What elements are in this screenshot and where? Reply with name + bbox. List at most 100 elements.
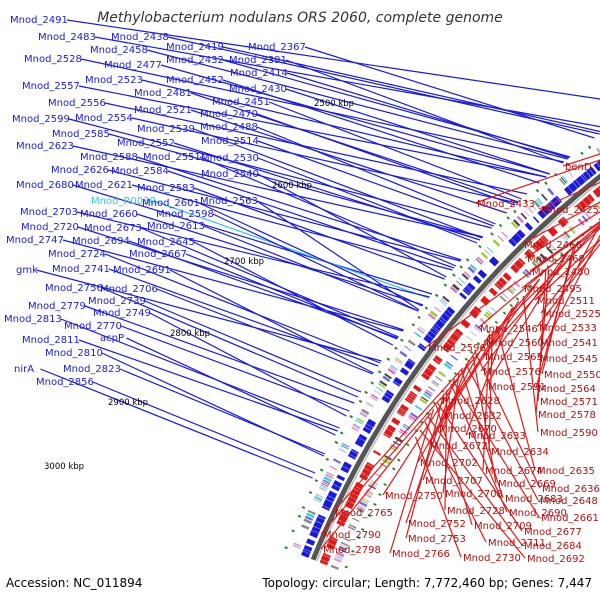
feature-mark — [450, 354, 458, 361]
minus-gene — [510, 264, 520, 274]
minus-gene — [336, 519, 346, 527]
feature-mark — [329, 465, 338, 471]
plus-gene — [322, 499, 333, 509]
minus-gene — [524, 249, 534, 260]
plus-gene — [315, 516, 325, 525]
minus-gene — [446, 338, 456, 347]
feature-mark — [376, 386, 384, 392]
feature-mark — [365, 401, 374, 408]
feature-mark — [326, 471, 335, 477]
leader-line — [120, 325, 350, 412]
gene-label: Mnod_2576 — [483, 367, 541, 378]
feature-mark — [340, 444, 349, 450]
minus-gene — [449, 337, 457, 344]
gene-label: Mnod_2750 — [385, 491, 443, 502]
plus-gene — [303, 545, 313, 552]
gene-label: nirA — [14, 364, 34, 375]
leader-line — [68, 118, 492, 229]
plus-gene — [358, 433, 368, 442]
feature-mark — [428, 313, 436, 320]
feature-mark — [524, 268, 532, 276]
leader-line — [169, 269, 374, 374]
feature-mark — [333, 557, 342, 563]
plus-gene — [477, 269, 487, 279]
rna-mark — [351, 549, 355, 553]
gene-label: Mnod_2550 — [544, 370, 600, 381]
minus-gene — [404, 398, 413, 405]
leader-line — [136, 156, 462, 261]
rna-mark — [364, 390, 368, 395]
minus-gene — [494, 283, 502, 290]
minus-gene — [342, 509, 351, 515]
minus-gene — [412, 384, 422, 393]
gene-label: Mnod_2430 — [229, 84, 287, 95]
leader-line — [257, 157, 478, 244]
plus-gene — [404, 359, 415, 370]
other-feature-tracks — [284, 145, 600, 570]
feature-mark — [473, 326, 481, 332]
rna-mark — [291, 529, 295, 533]
minus-gene — [576, 203, 584, 212]
feature-mark — [342, 537, 351, 542]
feature-mark — [292, 545, 301, 549]
minus-gene — [319, 559, 329, 566]
leader-line — [444, 389, 448, 511]
feature-mark — [321, 481, 330, 486]
leader-line — [107, 169, 461, 262]
rna-mark — [383, 483, 387, 487]
gene-label: Mnod_2677 — [524, 527, 582, 538]
rna-mark — [417, 315, 421, 320]
gene-label: Mnod_2728 — [447, 506, 505, 517]
feature-mark — [469, 330, 477, 337]
rna-mark — [349, 415, 354, 419]
leader-line — [193, 187, 445, 280]
feature-mark — [425, 389, 433, 395]
gene-label: Mnod_2680 — [16, 180, 74, 191]
gene-label: Mnod_2495 — [524, 284, 582, 295]
gene-label: Mnod_2491 — [10, 15, 68, 26]
leader-line — [320, 412, 432, 550]
feature-mark — [442, 295, 450, 303]
leader-line — [131, 117, 518, 204]
leader-line — [40, 368, 313, 479]
plus-gene — [508, 238, 517, 247]
rna-mark — [452, 273, 456, 277]
gene-label: Mnod_2583 — [137, 183, 195, 194]
genome-backbone-inner — [316, 180, 600, 562]
rna-mark — [308, 491, 313, 495]
feature-mark — [531, 261, 539, 269]
leader-line — [78, 339, 338, 432]
feature-mark — [450, 286, 458, 294]
minus-gene — [427, 363, 437, 373]
leader-line — [153, 200, 429, 299]
plus-gene — [430, 327, 439, 336]
gene-label: Mnod_2596 — [428, 343, 486, 354]
plus-gene — [433, 323, 442, 331]
feature-mark — [352, 423, 361, 430]
minus-gene — [534, 239, 544, 249]
gene-label: Mnod_2634 — [491, 447, 549, 458]
leader-line — [285, 59, 564, 164]
feature-mark — [378, 382, 386, 389]
leader-line — [285, 88, 550, 175]
feature-mark — [339, 448, 347, 453]
rna-mark — [443, 283, 448, 287]
feature-mark — [523, 210, 530, 217]
feature-mark — [516, 215, 524, 224]
leader-line — [419, 429, 526, 559]
gene-label: Mnod_2730 — [463, 553, 521, 564]
leader-line — [522, 295, 539, 433]
gene-label: Mnod_2636 — [542, 484, 600, 495]
gene-label: Mnod_2528 — [24, 54, 82, 65]
gene-label: Mnod_2626 — [51, 165, 109, 176]
minus-gene — [432, 358, 441, 365]
plus-gene — [572, 179, 581, 189]
leader-line — [477, 223, 600, 329]
feature-mark — [379, 380, 388, 387]
gene-label: Mnod_2690 — [509, 508, 567, 519]
gene-label: Mnod_2709 — [474, 521, 532, 532]
minus-gene — [502, 272, 512, 282]
feature-mark — [318, 486, 327, 492]
feature-mark — [435, 375, 443, 382]
gene-label: Mnod_2488 — [200, 122, 258, 133]
